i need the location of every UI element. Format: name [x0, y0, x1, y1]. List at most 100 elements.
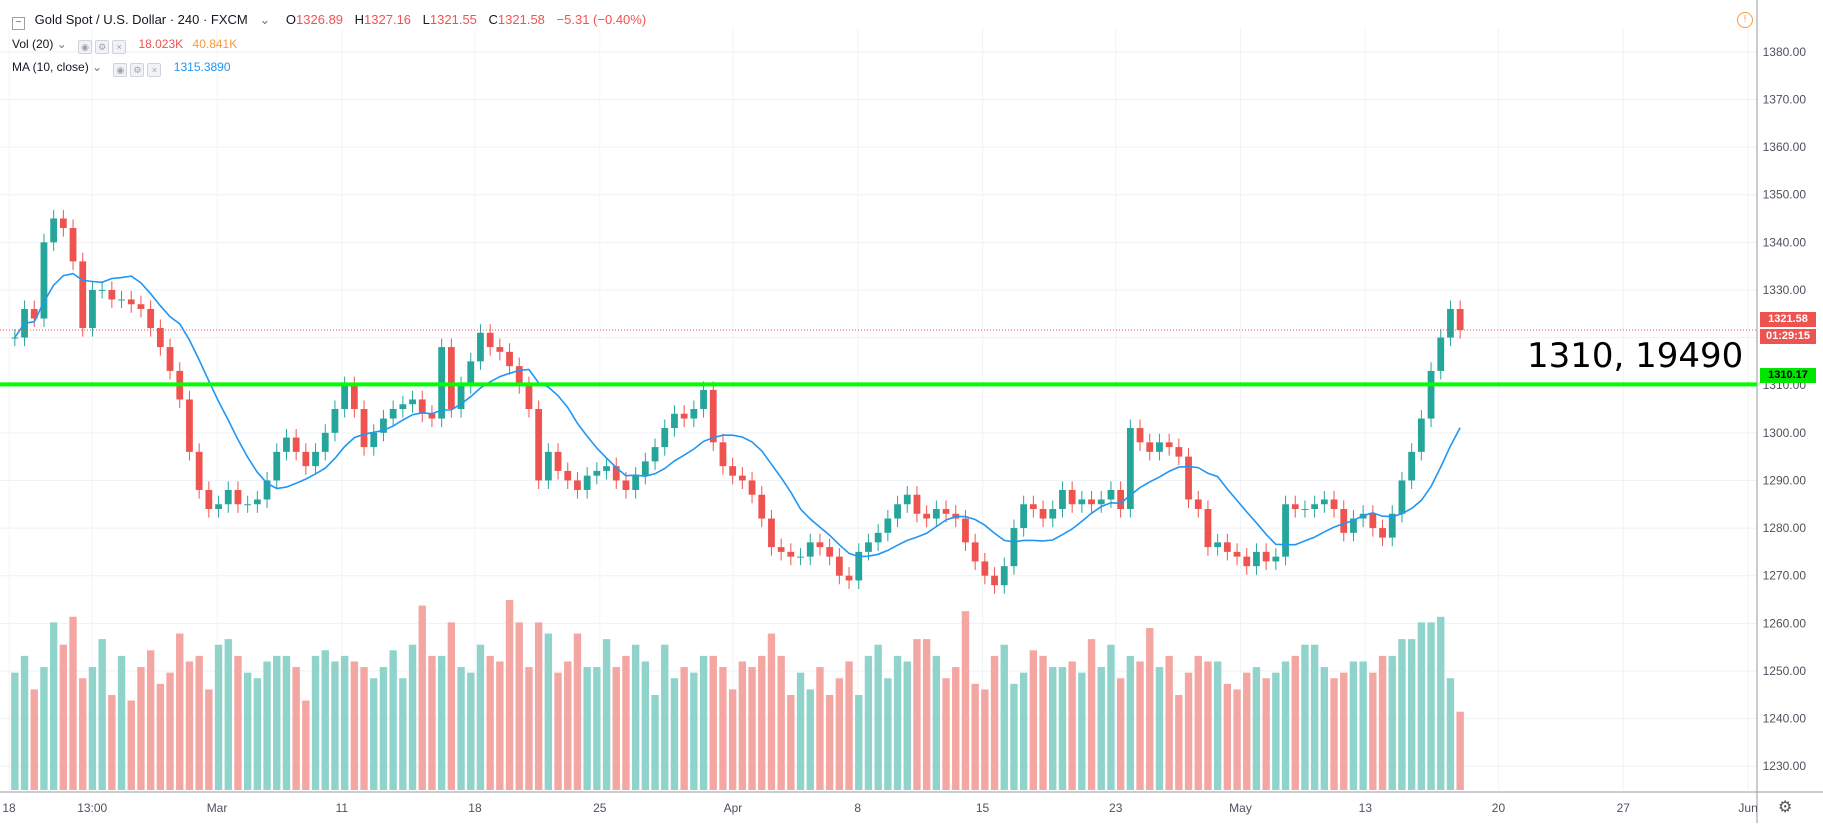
gear-icon[interactable]: ⚙: [1778, 799, 1793, 816]
volume-bar: [1136, 661, 1144, 790]
main-legend: − Gold Spot / U.S. Dollar · 240 · FXCM ⌄…: [12, 12, 646, 30]
volume-bar: [98, 639, 106, 790]
time-tick-label: May: [1229, 801, 1252, 815]
candle-body: [1301, 509, 1309, 511]
volume-bar: [1146, 627, 1154, 790]
candle-body: [1282, 504, 1289, 557]
volume-bar: [1359, 661, 1367, 790]
candle-body: [234, 489, 242, 505]
candle-body: [50, 218, 58, 243]
candle-body: [1311, 504, 1319, 510]
candle-body: [1291, 504, 1299, 510]
volume-bar: [661, 644, 669, 790]
candle-body: [709, 389, 717, 443]
volume-bar: [273, 655, 281, 790]
alert-icon[interactable]: !: [1737, 12, 1753, 28]
price-tick-label: 1350.00: [1763, 188, 1807, 202]
volume-bar: [1262, 678, 1270, 790]
chevron-down-icon[interactable]: ⌄: [92, 60, 103, 74]
volume-bar: [1330, 678, 1338, 790]
open-label: O: [285, 12, 297, 27]
candle-body: [835, 556, 843, 576]
volume-bar: [40, 667, 48, 790]
volume-bar: [835, 678, 844, 790]
candle-body: [477, 332, 484, 362]
volume-bar: [30, 689, 38, 790]
close-icon[interactable]: ×: [112, 40, 127, 54]
price-tick-label: 1340.00: [1763, 235, 1807, 249]
volume-bar: [1175, 695, 1183, 790]
volume-bar: [1378, 655, 1387, 790]
chevron-down-icon[interactable]: ⌄: [259, 12, 271, 27]
close-icon[interactable]: ×: [147, 63, 162, 77]
volume-bar: [816, 667, 824, 790]
volume-bar: [224, 639, 232, 790]
candle-body: [1262, 551, 1270, 562]
price-tick-label: 1370.00: [1763, 92, 1807, 106]
time-tick-label: 18: [2, 801, 16, 815]
volume-bar: [651, 695, 659, 790]
candle-body: [1369, 513, 1377, 529]
volume-bar: [738, 661, 747, 790]
chevron-down-icon[interactable]: ⌄: [56, 37, 67, 51]
time-tick-label: 27: [1617, 801, 1631, 815]
candle-body: [913, 494, 921, 514]
candle-body: [1379, 528, 1386, 538]
eye-icon[interactable]: ◉: [78, 40, 93, 54]
candle-body: [312, 451, 319, 467]
candle-body: [215, 504, 222, 510]
volume-bar: [1126, 655, 1135, 790]
candle-body: [40, 242, 48, 319]
candle-body: [1175, 447, 1183, 457]
candle-body: [11, 337, 19, 339]
candle-body: [195, 451, 203, 490]
candle-body: [418, 399, 426, 414]
volume-bar: [1301, 644, 1309, 790]
volume-bar: [932, 655, 941, 790]
volume-bar: [311, 655, 320, 790]
candle-body: [1330, 499, 1338, 510]
candle-body: [156, 328, 164, 348]
candle-body: [981, 561, 989, 576]
candle-body: [263, 480, 271, 500]
candle-body: [971, 542, 979, 562]
volume-bar: [11, 672, 19, 790]
volume-bar: [1116, 678, 1125, 790]
candle-body: [1097, 499, 1105, 505]
high-value: 1327.16: [364, 12, 412, 27]
candle-body: [1253, 551, 1260, 567]
settings-icon[interactable]: ⚙: [95, 40, 110, 54]
candle-body: [1243, 556, 1251, 567]
ma-indicator-label[interactable]: MA (10, close): [12, 60, 89, 74]
candle-body: [486, 332, 494, 348]
volume-bar: [360, 667, 368, 790]
price-tick-label: 1330.00: [1763, 283, 1807, 297]
collapse-icon[interactable]: −: [12, 17, 25, 30]
candle-body: [632, 475, 640, 490]
price-tick-label: 1290.00: [1763, 473, 1807, 487]
candle-body: [1388, 513, 1396, 538]
volume-bar: [1320, 667, 1329, 790]
candle-body: [1447, 308, 1454, 338]
volume-bar: [1369, 672, 1377, 790]
candle-body: [428, 413, 436, 419]
candle-body: [98, 289, 106, 291]
volume-bar: [913, 639, 921, 790]
settings-icon[interactable]: ⚙: [130, 63, 145, 77]
candle-body: [1320, 499, 1328, 505]
change-value: −5.31 (−0.40%): [556, 12, 647, 27]
eye-icon[interactable]: ◉: [113, 63, 128, 77]
volume-indicator-label[interactable]: Vol (20): [12, 37, 54, 51]
candle-body: [729, 466, 737, 476]
last-price-tag: 1321.58: [1760, 312, 1816, 327]
candle-body: [738, 475, 746, 481]
volume-ma-value: 40.841K: [192, 37, 238, 51]
candle-body: [1010, 528, 1018, 567]
symbol-title[interactable]: Gold Spot / U.S. Dollar · 240 · FXCM: [34, 12, 248, 27]
volume-bar: [864, 655, 873, 790]
volume-bar: [505, 600, 514, 790]
volume-bar: [1272, 672, 1280, 790]
candle-body: [1427, 370, 1435, 419]
